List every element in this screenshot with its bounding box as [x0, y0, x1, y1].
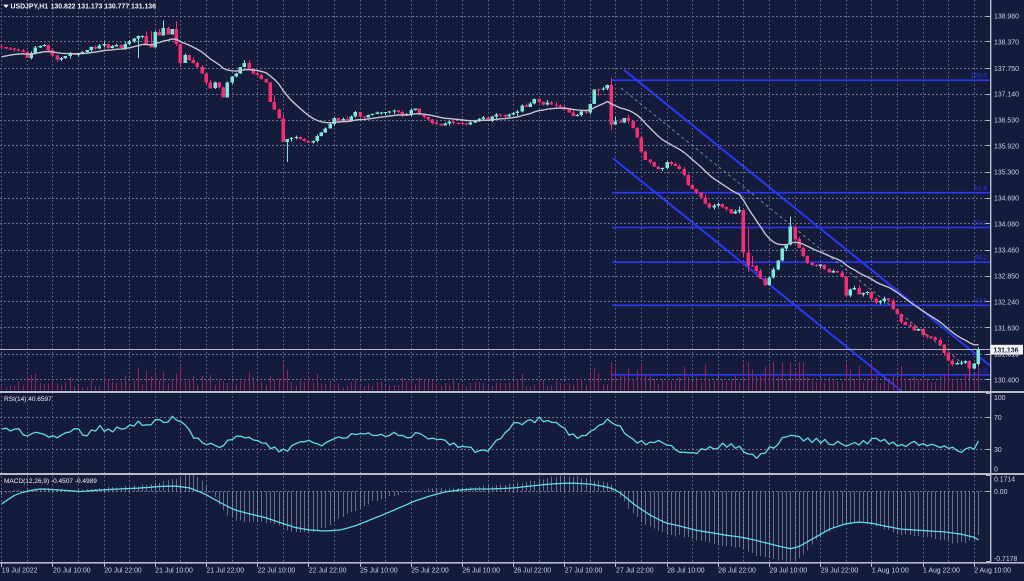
- svg-text:0.0: 0.0: [978, 367, 987, 374]
- svg-text:132.240: 132.240: [994, 299, 1019, 306]
- svg-text:132.850: 132.850: [994, 274, 1019, 281]
- svg-text:131.010: 131.010: [994, 352, 1019, 359]
- svg-text:0: 0: [994, 467, 998, 474]
- svg-text:25 Jul 22:00: 25 Jul 22:00: [411, 568, 449, 575]
- svg-text:30: 30: [994, 447, 1002, 454]
- svg-text:27 Jul 10:00: 27 Jul 10:00: [565, 568, 603, 575]
- svg-text:135.300: 135.300: [994, 170, 1019, 177]
- svg-text:28 Jul 22:00: 28 Jul 22:00: [718, 568, 756, 575]
- svg-text:0.00: 0.00: [994, 489, 1008, 496]
- svg-text:RSI(14) 40.6597: RSI(14) 40.6597: [4, 396, 52, 403]
- svg-text:100: 100: [994, 395, 1006, 402]
- svg-text:29 Jul 10:00: 29 Jul 10:00: [770, 568, 808, 575]
- svg-text:130.822 131.173 130.777 131.13: 130.822 131.173 130.777 131.136: [51, 4, 157, 11]
- svg-text:134.690: 134.690: [994, 196, 1019, 203]
- svg-text:20 Jul 22:00: 20 Jul 22:00: [104, 568, 142, 575]
- svg-text:28 Jul 10:00: 28 Jul 10:00: [667, 568, 705, 575]
- svg-text:61.8: 61.8: [974, 185, 987, 192]
- svg-text:138.370: 138.370: [994, 40, 1019, 47]
- svg-text:1 Aug 22:00: 1 Aug 22:00: [923, 568, 960, 575]
- svg-text:22 Jul 10:00: 22 Jul 10:00: [258, 568, 296, 575]
- svg-text:19 Jul 2022: 19 Jul 2022: [2, 568, 38, 575]
- svg-text:50.0: 50.0: [974, 220, 987, 227]
- svg-text:21 Jul 10:00: 21 Jul 10:00: [155, 568, 193, 575]
- svg-text:26 Jul 22:00: 26 Jul 22:00: [514, 568, 552, 575]
- svg-text:133.460: 133.460: [994, 248, 1019, 255]
- svg-text:137.750: 137.750: [994, 66, 1019, 73]
- svg-text:100.0: 100.0: [971, 73, 988, 80]
- svg-text:MACD(12,26,9) -0.4507 -0.4989: MACD(12,26,9) -0.4507 -0.4989: [4, 478, 97, 485]
- svg-text:131.010: 131.010: [994, 352, 1019, 359]
- svg-text:23.6: 23.6: [974, 298, 987, 305]
- svg-text:21 Jul 22:00: 21 Jul 22:00: [207, 568, 245, 575]
- svg-text:-0.7178: -0.7178: [994, 556, 1018, 563]
- svg-text:1 Aug 10:00: 1 Aug 10:00: [872, 568, 909, 575]
- svg-text:0.1714: 0.1714: [994, 477, 1015, 484]
- svg-text:27 Jul 22:00: 27 Jul 22:00: [616, 568, 654, 575]
- svg-text:135.920: 135.920: [994, 143, 1019, 150]
- svg-text:29 Jul 22:00: 29 Jul 22:00: [821, 568, 859, 575]
- svg-text:38.2: 38.2: [974, 255, 987, 262]
- svg-text:130.400: 130.400: [994, 378, 1019, 385]
- svg-text:136.530: 136.530: [994, 118, 1019, 125]
- svg-text:20 Jul 10:00: 20 Jul 10:00: [53, 568, 91, 575]
- svg-text:131.136: 131.136: [994, 347, 1019, 354]
- svg-text:26 Jul 10:00: 26 Jul 10:00: [462, 568, 500, 575]
- svg-text:70: 70: [994, 415, 1002, 422]
- svg-text:USDJPY,H1: USDJPY,H1: [11, 4, 49, 11]
- svg-text:137.140: 137.140: [994, 92, 1019, 99]
- svg-text:25 Jul 10:00: 25 Jul 10:00: [360, 568, 398, 575]
- svg-text:134.080: 134.080: [994, 221, 1019, 228]
- svg-text:22 Jul 22:00: 22 Jul 22:00: [309, 568, 347, 575]
- svg-text:131.630: 131.630: [994, 325, 1019, 332]
- svg-text:138.980: 138.980: [994, 14, 1019, 21]
- svg-text:2 Aug 10:00: 2 Aug 10:00: [974, 568, 1011, 575]
